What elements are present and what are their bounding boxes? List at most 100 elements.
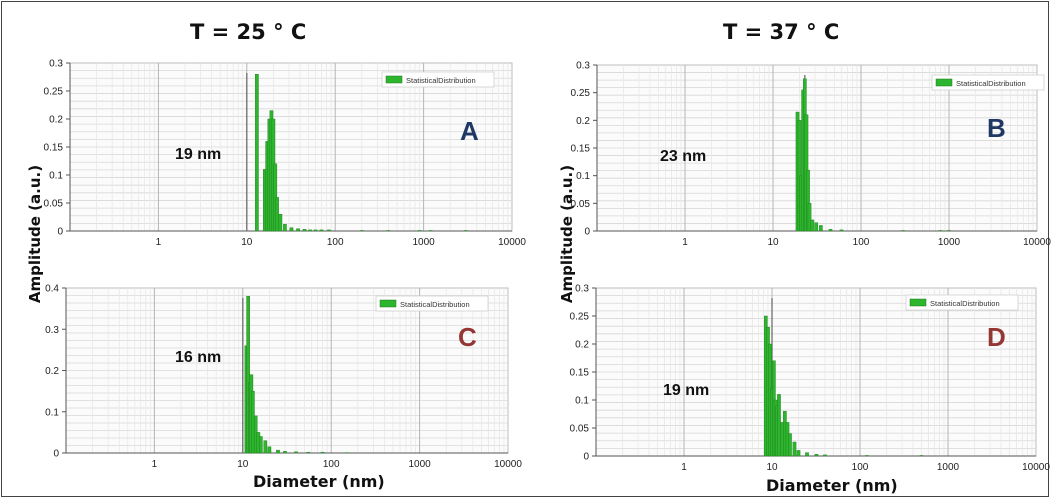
bar	[276, 449, 280, 454]
legend-box	[931, 74, 1045, 91]
bar	[807, 203, 812, 232]
y-tick-label: 0.2	[575, 340, 589, 351]
y-tick-label: 0.15	[571, 144, 591, 155]
y-tick-label: 0.15	[44, 143, 64, 154]
bar	[796, 450, 801, 457]
bar	[919, 455, 924, 457]
bar	[386, 230, 391, 232]
bar	[306, 451, 311, 454]
legend-swatch	[385, 75, 403, 84]
bar	[278, 213, 283, 232]
panel-a-h-grid	[70, 70, 512, 224]
x-tick-label: 1000	[408, 459, 431, 470]
bar	[814, 454, 819, 457]
bar	[428, 230, 433, 232]
bar	[938, 230, 943, 232]
panel-d-h-grid	[596, 295, 1036, 449]
x-tick-label: 100	[323, 459, 340, 470]
legend-swatch	[909, 298, 927, 307]
x-tick-label: 10	[237, 459, 249, 470]
panel-d-size-label: 19 nm	[663, 382, 709, 399]
y-tick-label: 0	[583, 452, 589, 463]
panel-b-bars	[795, 78, 951, 232]
bar	[828, 229, 833, 232]
x-tick-label: 1	[152, 459, 158, 470]
y-tick-label: 0.1	[45, 407, 59, 418]
legend-label: StatisticalDistribution	[930, 299, 1000, 308]
bar	[463, 230, 468, 232]
legend-label: StatisticalDistribution	[400, 300, 470, 309]
x-tick-label: 100	[327, 237, 344, 248]
y-tick-label: 0.3	[45, 325, 59, 336]
y-tick-label: 0.05	[570, 424, 590, 435]
x-tick-label: 10	[767, 237, 779, 248]
legend-box	[381, 71, 495, 88]
panel-a-size-label: 19 nm	[175, 146, 221, 163]
x-tick-label: 1	[682, 237, 688, 248]
y-tick-label: 0.3	[576, 61, 590, 72]
panel-b-v-grid	[596, 65, 1034, 231]
x-tick-label: 10	[241, 237, 253, 248]
bar	[865, 455, 869, 457]
y-tick-label: 0	[57, 227, 63, 238]
x-tick-label: 1	[681, 462, 687, 473]
x-tick-label: 1000	[412, 237, 435, 248]
x-tick-label: 1	[156, 237, 162, 248]
x-tick-label: 1000	[938, 237, 961, 248]
bar	[792, 441, 797, 457]
bar	[777, 394, 781, 457]
bar	[267, 446, 272, 454]
bar	[788, 433, 792, 457]
bar	[283, 224, 287, 232]
bar	[360, 230, 364, 232]
bar	[947, 230, 951, 232]
y-tick-label: 0.05	[44, 199, 64, 210]
legend-box	[375, 295, 489, 312]
panel-a-legend: StatisticalDistribution	[381, 71, 495, 88]
bar	[289, 227, 294, 232]
bar	[283, 451, 287, 454]
y-tick-label: 0.2	[45, 366, 59, 377]
title-right: T = 37 ° C	[723, 20, 840, 44]
panel-d-bars	[763, 315, 924, 457]
panel-b-size-label: 23 nm	[660, 148, 706, 165]
panel-c-letter: C	[458, 322, 477, 352]
bar	[839, 229, 844, 232]
bar	[302, 229, 307, 232]
legend-label: StatisticalDistribution	[406, 76, 476, 85]
bar	[294, 451, 298, 454]
legend-box	[905, 294, 1019, 311]
y-tick-label: 0.1	[49, 171, 63, 182]
bar	[327, 229, 331, 232]
y-tick-label: 0.25	[44, 87, 64, 98]
y-tick-label: 0.15	[570, 368, 590, 379]
bar	[417, 230, 422, 232]
y-tick-label: 0.1	[576, 171, 590, 182]
bar	[313, 229, 318, 232]
bar	[255, 73, 259, 232]
x-axis-label-right: Diameter (nm)	[766, 476, 898, 495]
y-tick-label: 0.4	[45, 284, 59, 295]
panel-a-bars	[255, 73, 468, 232]
bar	[320, 451, 325, 454]
panel-d-letter: D	[987, 322, 1006, 352]
bar	[814, 222, 819, 232]
bar	[308, 229, 312, 232]
x-tick-label: 100	[852, 462, 869, 473]
y-tick-label: 0.2	[49, 115, 63, 126]
y-tick-label: 0	[584, 227, 590, 238]
x-tick-label: 10	[766, 462, 778, 473]
bar	[263, 440, 268, 454]
legend-label: StatisticalDistribution	[956, 79, 1026, 88]
x-tick-label: 10000	[498, 237, 526, 248]
y-tick-label: 0.25	[570, 312, 590, 323]
panel-d-v-grid	[595, 288, 1033, 456]
panel-d-legend: StatisticalDistribution	[905, 294, 1019, 311]
x-tick-label: 100	[853, 237, 870, 248]
bar	[319, 229, 324, 232]
